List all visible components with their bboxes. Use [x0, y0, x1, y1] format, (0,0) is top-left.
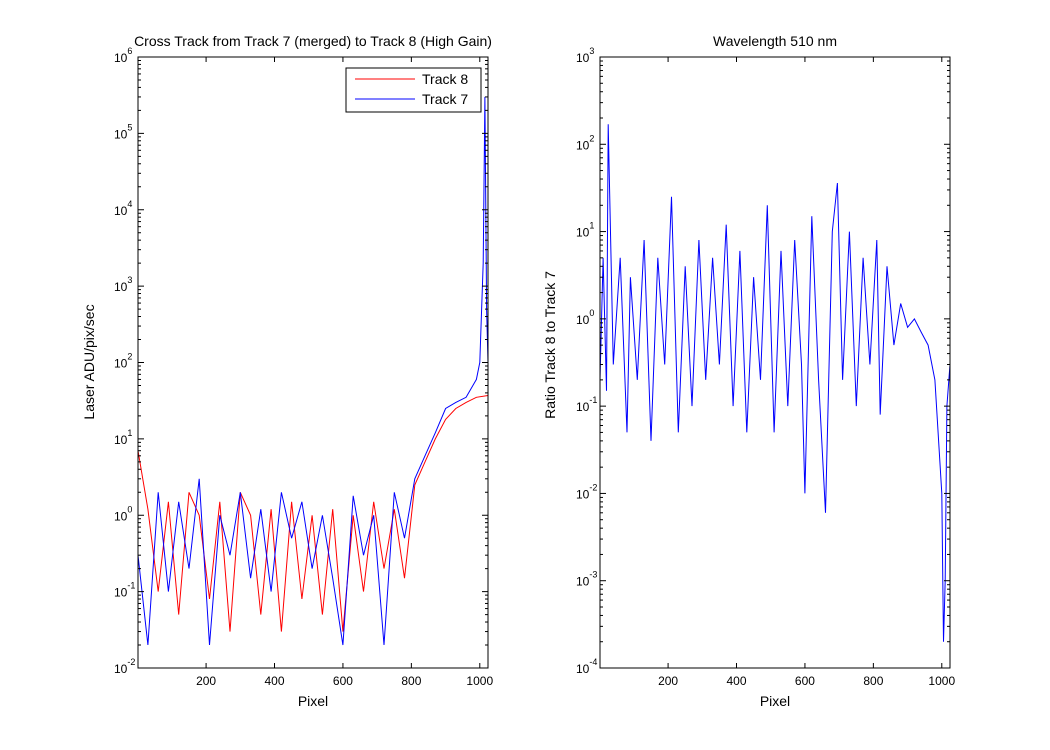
legend-box — [345, 67, 482, 113]
right-y-tick-label: 102 — [576, 133, 594, 152]
left-y-tick-label: 103 — [114, 275, 132, 294]
right-y-tick-label: 100 — [576, 308, 594, 327]
right-chart-title: Wavelength 510 nm — [713, 33, 837, 49]
right-axes-box — [599, 56, 951, 669]
left-x-tick-label: 800 — [401, 674, 421, 688]
left-series-layer — [137, 96, 489, 646]
left-y-tick-label: 10-1 — [114, 581, 135, 600]
right-x-axis-label: Pixel — [760, 693, 790, 709]
left-x-tick-label: 1000 — [466, 674, 493, 688]
right-y-tick-label: 10-1 — [576, 395, 597, 414]
right-y-tick-label: 101 — [576, 221, 594, 240]
right-x-tick-label: 800 — [863, 674, 883, 688]
right-chart-panel: 200 400 600 800 1000 10-4 10-3 10-2 10-1 100 101 10… — [542, 33, 955, 709]
left-y-tick-label: 102 — [114, 352, 132, 371]
right-y-tick-label: 103 — [576, 46, 594, 65]
left-y-tick-label: 101 — [114, 428, 132, 447]
left-y-tick-label: 10-2 — [114, 657, 135, 676]
left-ticks-layer: 200 400 600 800 1000 10-2 10-1 100 101 102 103 104 1… — [114, 46, 493, 688]
legend: Track 8 Track 7 — [345, 67, 482, 113]
right-y-tick-label: 10-4 — [576, 657, 597, 676]
right-x-tick-label: 600 — [795, 674, 815, 688]
left-y-tick-label: 105 — [114, 122, 132, 141]
left-track-7-line — [137, 96, 489, 646]
left-x-axis-label: Pixel — [298, 693, 328, 709]
right-y-tick-label: 10-2 — [576, 482, 597, 501]
right-series-0-line — [599, 124, 951, 642]
left-x-tick-label: 600 — [333, 674, 353, 688]
right-x-tick-label: 400 — [726, 674, 746, 688]
right-plot-area — [600, 57, 950, 668]
left-y-tick-label: 100 — [114, 504, 132, 523]
right-series-layer — [599, 124, 951, 642]
left-y-tick-label: 104 — [114, 199, 132, 218]
left-chart-panel: 200 400 600 800 1000 10-2 10-1 100 101 102 103 104 1… — [81, 33, 493, 709]
right-y-tick-label: 10-3 — [576, 570, 597, 589]
right-x-tick-label: 200 — [658, 674, 678, 688]
right-ticks-layer: 200 400 600 800 1000 10-4 10-3 10-2 10-1 100 101 10… — [576, 46, 955, 688]
left-y-axis-label: Laser ADU/pix/sec — [81, 304, 97, 419]
right-x-tick-label: 1000 — [928, 674, 955, 688]
left-x-tick-label: 400 — [264, 674, 284, 688]
left-chart-title: Cross Track from Track 7 (merged) to Tra… — [134, 33, 492, 49]
legend-track7-label: Track 7 — [422, 91, 468, 107]
left-y-tick-label: 106 — [114, 46, 132, 65]
left-plot-area — [138, 57, 488, 668]
left-x-tick-label: 200 — [196, 674, 216, 688]
right-y-axis-label: Ratio Track 8 to Track 7 — [542, 271, 558, 419]
legend-track8-label: Track 8 — [422, 71, 468, 87]
